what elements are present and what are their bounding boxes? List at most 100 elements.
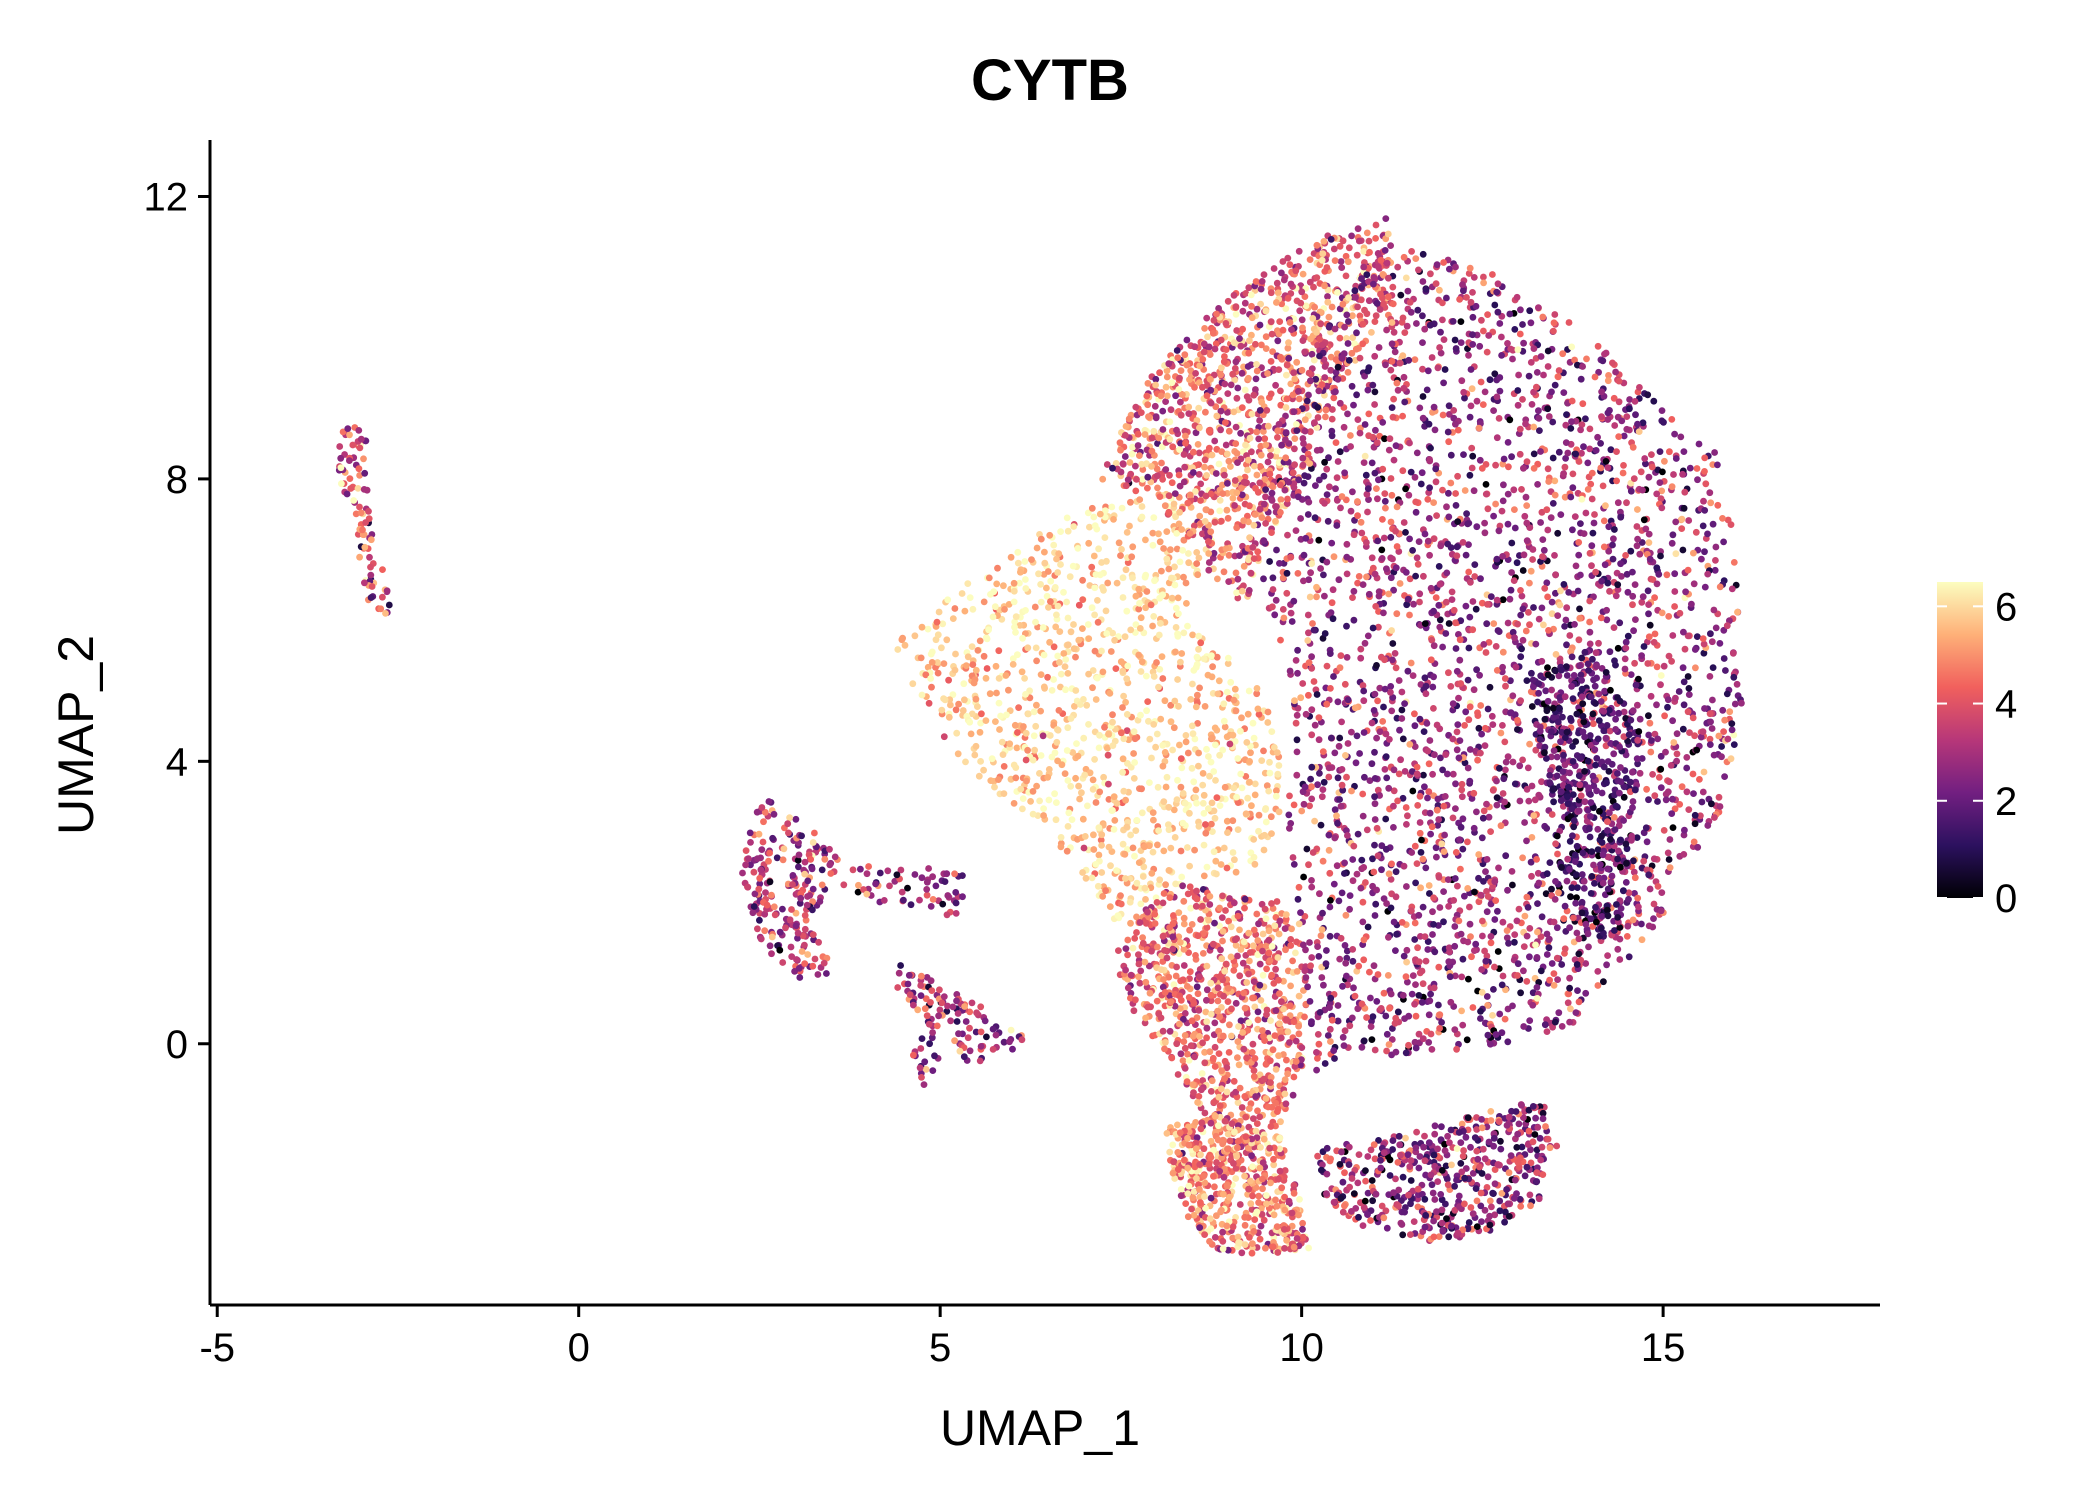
cell-point: [1177, 1050, 1185, 1058]
cell-point: [1132, 996, 1139, 1004]
cell-point: [1454, 1229, 1462, 1237]
cell-point: [1040, 812, 1047, 819]
cell-point: [949, 615, 957, 622]
cell-point: [354, 485, 362, 492]
cell-point: [1671, 603, 1678, 610]
cell-point: [1683, 788, 1691, 796]
cell-point: [1323, 1144, 1331, 1152]
cell-point: [894, 646, 902, 653]
cell-point: [1159, 742, 1167, 749]
cell-point: [1193, 560, 1201, 567]
cell-point: [1362, 1177, 1369, 1185]
cell-point: [1453, 746, 1461, 754]
cell-point: [826, 861, 834, 869]
cell-point: [1062, 656, 1070, 663]
cell-point: [1158, 567, 1165, 575]
cell-point: [1019, 795, 1027, 802]
cell-point: [1229, 731, 1237, 739]
cell-point: [1010, 579, 1018, 587]
cell-point: [914, 1006, 922, 1014]
cell-point: [911, 632, 919, 640]
cell-point: [880, 897, 888, 904]
cell-point: [747, 861, 754, 869]
cell-point: [918, 691, 926, 699]
cell-point: [1227, 381, 1235, 389]
cell-point: [1223, 450, 1231, 458]
cell-point: [1210, 316, 1218, 324]
cell-point: [1489, 271, 1496, 278]
cell-point: [1546, 1144, 1554, 1152]
cell-point: [990, 588, 998, 596]
cell-point: [1270, 1155, 1277, 1163]
cell-point: [1111, 817, 1119, 824]
cell-point: [1353, 391, 1360, 399]
cell-point: [1291, 461, 1298, 469]
cell-point: [1211, 814, 1219, 822]
cell-point: [1208, 734, 1216, 742]
cell-point: [1191, 846, 1198, 854]
cell-point: [993, 580, 1001, 588]
cell-point: [1211, 724, 1219, 732]
cell-point: [1199, 902, 1206, 910]
cell-point: [1251, 791, 1259, 799]
cell-point: [1029, 788, 1037, 795]
cell-point: [788, 906, 795, 913]
cell-point: [1490, 620, 1498, 627]
cell-point: [1284, 294, 1292, 302]
cell-point: [1238, 784, 1246, 792]
cell-point: [1255, 920, 1262, 928]
cell-point: [1268, 497, 1276, 504]
cell-point: [1253, 428, 1261, 436]
cell-point: [1045, 796, 1053, 804]
cell-point: [1088, 504, 1096, 512]
cell-point: [1225, 551, 1233, 559]
cell-point: [1222, 441, 1230, 449]
cell-point: [1232, 868, 1240, 876]
cell-point: [1044, 673, 1051, 681]
cell-point: [1380, 300, 1387, 308]
cell-point: [863, 890, 871, 898]
cell-point: [1497, 1137, 1504, 1145]
cell-point: [809, 839, 817, 846]
cell-point: [1431, 1196, 1439, 1203]
cell-point: [806, 892, 814, 899]
cell-point: [929, 1067, 937, 1074]
cell-point: [1224, 514, 1232, 522]
cell-point: [1531, 1131, 1539, 1138]
cell-point: [1260, 846, 1268, 854]
cell-point: [982, 717, 990, 724]
cell-point: [911, 871, 919, 878]
cell-point: [1191, 735, 1199, 743]
cell-point: [1246, 502, 1253, 510]
cell-point: [1259, 930, 1267, 938]
cell-point: [1191, 383, 1198, 391]
cell-point: [1365, 297, 1373, 305]
cell-point: [1117, 892, 1124, 899]
cell-point: [1151, 920, 1159, 927]
cell-point: [1231, 365, 1239, 372]
cell-point: [1202, 506, 1210, 514]
cell-point: [1181, 463, 1189, 471]
cell-point: [1169, 945, 1177, 953]
cell-point: [1434, 795, 1442, 803]
cell-point: [1241, 1221, 1249, 1229]
cell-point: [1177, 1192, 1185, 1200]
cell-point: [1223, 506, 1231, 514]
cell-point: [1624, 632, 1632, 640]
cell-point: [1175, 610, 1182, 618]
cell-point: [1708, 725, 1716, 732]
cell-point: [1244, 456, 1252, 464]
cell-point: [1055, 707, 1063, 714]
cell-point: [1169, 443, 1177, 451]
cell-point: [1141, 843, 1148, 851]
cell-point: [1171, 490, 1179, 497]
cell-point: [1253, 910, 1261, 918]
cell-point: [1334, 458, 1342, 465]
cell-point: [1262, 915, 1270, 923]
cell-point: [1036, 797, 1043, 805]
cell-point: [1161, 697, 1169, 705]
cell-point: [1144, 698, 1152, 705]
cell-point: [1433, 853, 1440, 861]
cell-point: [1213, 412, 1221, 420]
cell-point: [1162, 783, 1170, 791]
